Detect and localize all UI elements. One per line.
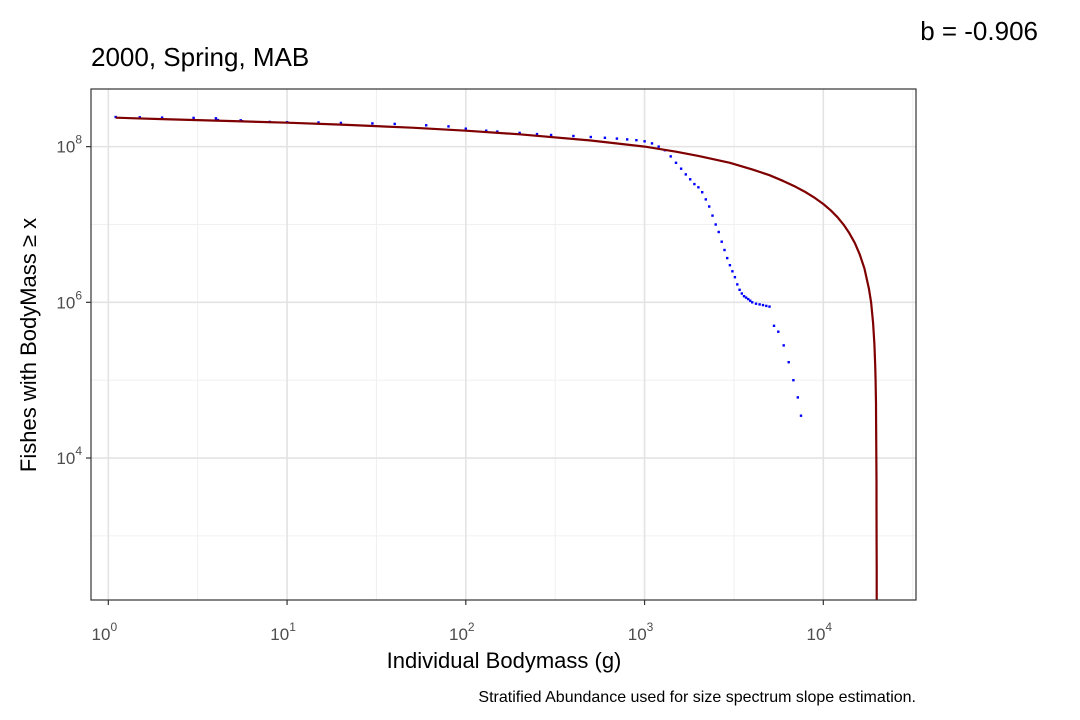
- y-tick-label: 108: [56, 133, 82, 157]
- data-point: [717, 230, 720, 234]
- data-point: [758, 303, 761, 306]
- data-point: [447, 125, 450, 128]
- data-point: [669, 155, 672, 158]
- data-point: [518, 131, 521, 135]
- data-point: [317, 121, 320, 124]
- data-point: [496, 130, 499, 133]
- data-point: [425, 124, 428, 127]
- data-point: [777, 330, 780, 333]
- data-point: [679, 167, 683, 170]
- data-point: [714, 223, 717, 226]
- data-point: [751, 301, 754, 304]
- x-axis-label: Individual Bodymass (g): [387, 648, 622, 673]
- data-point: [731, 270, 734, 273]
- data-point: [792, 379, 795, 382]
- data-point: [704, 198, 707, 201]
- chart-title: 2000, Spring, MAB: [91, 42, 309, 72]
- x-tick-label: 101: [270, 620, 296, 644]
- data-point: [768, 305, 771, 308]
- figure-caption: Stratified Abundance used for size spect…: [478, 689, 916, 706]
- data-point: [728, 264, 732, 267]
- data-point: [485, 129, 488, 132]
- data-point: [643, 140, 646, 143]
- data-point: [160, 116, 164, 119]
- x-tick-label: 100: [92, 620, 118, 644]
- data-point: [674, 161, 678, 164]
- data-point: [740, 292, 743, 295]
- grid-major: [91, 89, 916, 600]
- data-point: [744, 296, 748, 299]
- data-point: [393, 122, 396, 126]
- grid-minor: [91, 89, 916, 600]
- data-point: [697, 186, 700, 189]
- data-point: [626, 138, 629, 141]
- data-point: [615, 137, 619, 140]
- data-point: [650, 142, 654, 145]
- data-point: [723, 248, 726, 252]
- series-layer: [114, 115, 878, 600]
- data-point: [736, 283, 739, 286]
- data-point: [761, 303, 765, 307]
- data-point: [657, 145, 660, 148]
- data-point: [733, 276, 737, 279]
- data-point: [701, 191, 704, 194]
- data-point: [787, 361, 790, 364]
- data-point: [738, 288, 741, 291]
- data-point: [782, 344, 785, 347]
- y-tick-label: 106: [56, 288, 82, 312]
- data-point: [796, 396, 799, 399]
- data-point: [339, 121, 343, 125]
- data-point: [711, 214, 714, 217]
- slope-annotation: b = -0.906: [920, 16, 1038, 46]
- data-point: [720, 240, 723, 243]
- data-point: [572, 134, 575, 138]
- x-tick-label: 103: [628, 620, 654, 644]
- data-point: [754, 302, 758, 305]
- data-point: [114, 115, 117, 119]
- data-point: [535, 132, 539, 136]
- data-point: [799, 414, 803, 417]
- data-point: [371, 122, 374, 125]
- data-point: [765, 304, 768, 308]
- data-point: [726, 256, 729, 260]
- data-point: [214, 117, 218, 120]
- data-point: [693, 182, 696, 186]
- data-point: [742, 295, 746, 298]
- data-point: [749, 299, 752, 302]
- data-point: [603, 136, 607, 139]
- x-axis: 100 101 102 103 104: [92, 600, 833, 644]
- y-axis-label: Fishes with BodyMass ≥ x: [16, 218, 41, 472]
- data-point: [689, 178, 692, 181]
- y-tick-label: 104: [56, 444, 82, 468]
- data-point: [192, 116, 195, 120]
- data-point: [589, 135, 592, 139]
- plot-border: [90, 88, 917, 601]
- data-point: [747, 297, 750, 301]
- data-point: [635, 139, 638, 142]
- data-point: [549, 133, 553, 137]
- x-tick-label: 104: [807, 620, 833, 644]
- fitted-line: [115, 116, 878, 600]
- data-point: [464, 127, 467, 130]
- y-axis: 104 106 108: [56, 133, 91, 468]
- data-point: [772, 324, 776, 327]
- data-point: [684, 173, 687, 176]
- data-point: [138, 116, 141, 119]
- plot-background: [91, 89, 916, 600]
- data-point: [708, 205, 711, 208]
- x-tick-label: 102: [449, 620, 475, 644]
